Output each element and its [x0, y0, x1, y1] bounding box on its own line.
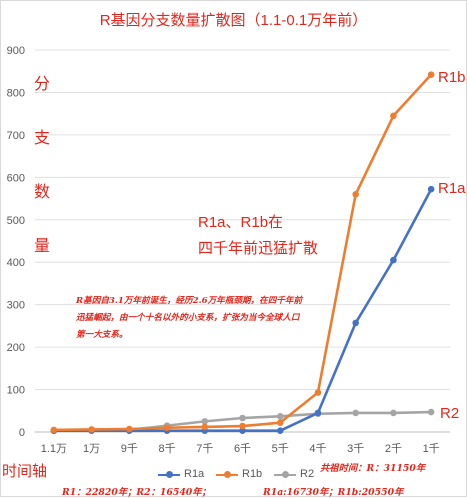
annotation-main-line: 四千年前迅猛扩散	[198, 240, 319, 257]
data-point-r1b	[126, 425, 133, 433]
data-point-r1b	[88, 426, 95, 433]
y-axis-label-char: 数	[34, 184, 51, 201]
data-point-r2	[390, 409, 397, 417]
x-tick-label: 5千	[272, 442, 289, 455]
data-point-r1a	[390, 256, 397, 264]
data-point-r1a	[239, 427, 246, 435]
x-tick-label: 9千	[121, 442, 138, 455]
y-tick-label: 600	[7, 172, 25, 184]
x-tick-label: 1.1万	[41, 443, 67, 455]
data-point-r1b	[163, 424, 171, 432]
data-point-r1b	[427, 71, 435, 78]
legend-marker	[224, 471, 231, 478]
data-point-r1a	[314, 409, 322, 417]
stats-common-ancestor: 共祖时间：R：31150年	[320, 463, 426, 474]
annotation-main-line: R1a、R1b在	[198, 214, 284, 231]
data-point-r2	[201, 418, 209, 425]
x-axis-name: 时间轴	[2, 463, 48, 480]
x-tick-label: 3千	[347, 442, 364, 455]
data-point-r2	[239, 414, 246, 422]
data-point-r1a	[352, 319, 359, 327]
x-tick-label: 2千	[385, 442, 402, 455]
stats-r1-r2: R1：22820年；R2：16540年；	[62, 487, 211, 498]
series-end-label-r1a: R1a	[438, 180, 466, 197]
data-point-r2	[276, 412, 284, 420]
y-tick-label: 100	[7, 385, 25, 397]
legend-marker	[282, 471, 289, 478]
annotation-note: R基因自3.1万年前诞生，经历2.6万年瓶颈期，在四千年前迅猛崛起，由一个十名以…	[76, 296, 303, 340]
y-tick-label: 300	[7, 300, 25, 312]
series-end-label-r2: R2	[440, 405, 460, 422]
legend-marker	[166, 471, 173, 478]
data-point-r1b	[390, 112, 397, 120]
y-axis-label-char: 支	[34, 130, 51, 147]
chart-title: R基因分支数量扩散图（1.1-0.1万年前）	[99, 12, 368, 29]
series-end-label-r1b: R1b	[438, 69, 466, 86]
data-point-r1b	[314, 389, 322, 396]
x-tick-label: 1千	[423, 442, 440, 455]
data-point-r1b	[201, 423, 209, 431]
y-tick-label: 700	[7, 130, 25, 142]
y-axis-label-char: 量	[34, 238, 51, 255]
data-point-r1b	[352, 191, 359, 198]
x-tick-label: 7千	[196, 442, 213, 455]
x-tick-label: 1万	[83, 443, 100, 455]
y-tick-label: 500	[7, 215, 25, 227]
y-tick-label: 0	[19, 427, 25, 439]
y-tick-label: 800	[7, 87, 25, 99]
legend-label: R2	[300, 468, 315, 480]
data-point-r1b	[276, 419, 284, 426]
data-point-r1b	[50, 426, 58, 434]
data-point-r1b	[239, 422, 246, 430]
x-tick-label: 6千	[234, 442, 251, 455]
y-axis-label-char: 分	[34, 76, 51, 93]
data-point-r1a	[276, 427, 284, 435]
legend-label: R1a	[184, 468, 205, 480]
data-point-r2	[352, 409, 359, 417]
stats-r1a-r1b: R1a:16730年；R1b:20550年	[263, 487, 404, 498]
x-tick-label: 8千	[158, 442, 175, 455]
y-tick-label: 900	[7, 45, 25, 57]
y-tick-label: 200	[7, 342, 25, 354]
data-point-r1a	[427, 185, 435, 193]
legend-label: R1b	[242, 468, 263, 480]
data-point-r2	[427, 408, 435, 416]
x-tick-label: 4千	[309, 442, 326, 455]
y-tick-label: 400	[7, 257, 25, 269]
